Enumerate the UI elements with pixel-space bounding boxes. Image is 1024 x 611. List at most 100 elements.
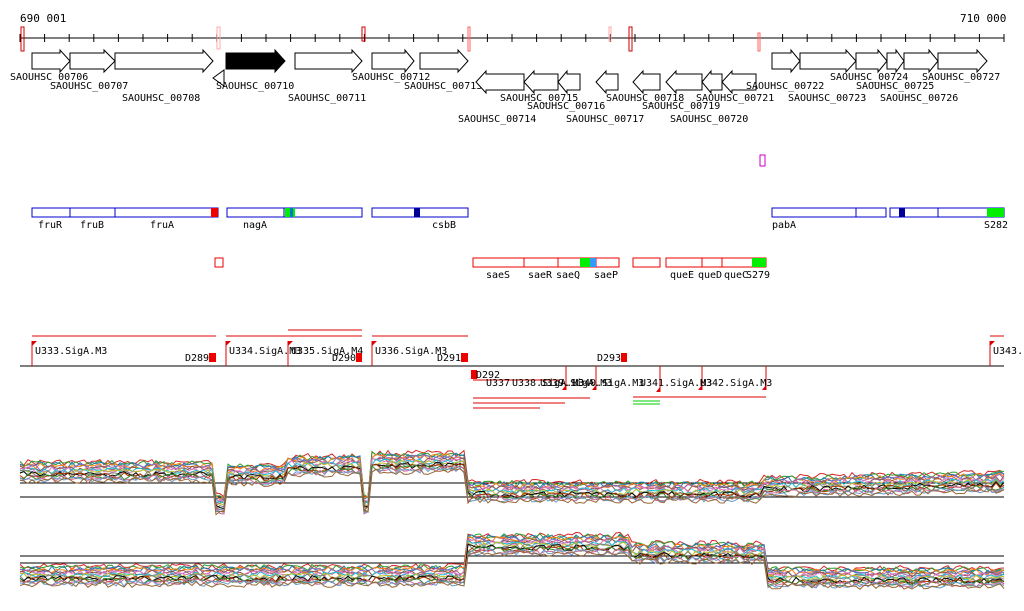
promoter-label-U339[interactable]: U339.SigA.M3 — [540, 378, 612, 389]
promoter-U343[interactable]: U343. — [989, 341, 1023, 366]
gene-arrow[interactable] — [937, 48, 988, 74]
gene-label: SAOUHSC_00722 — [746, 81, 824, 92]
operon-box[interactable] — [31, 207, 219, 218]
terminator-D289[interactable]: D289 — [185, 353, 216, 364]
gene-arrow[interactable] — [475, 69, 525, 95]
gene-arrow[interactable] — [595, 69, 619, 95]
plus-strand-spans — [32, 329, 1004, 337]
ruler-marker[interactable] — [628, 26, 633, 52]
gene-arrow[interactable] — [419, 48, 469, 74]
promoter-label-U340[interactable]: U340.SigA.M3 — [572, 378, 644, 389]
gene-arrow-selected[interactable] — [225, 48, 286, 74]
gene-arrow[interactable] — [523, 69, 559, 95]
ruler-end-label: 710 000 — [960, 12, 1006, 25]
operon-label-pabA: pabA — [772, 220, 796, 231]
promoter-label-U341[interactable]: U341.SigA.M3 — [640, 378, 712, 389]
operon-box[interactable] — [889, 207, 1005, 218]
gene-arrow[interactable] — [903, 48, 939, 74]
gene-00723[interactable]: SAOUHSC_00723 — [788, 48, 866, 104]
operon-S282[interactable]: S282 — [889, 207, 1008, 231]
operon-pab[interactable]: pabA — [771, 207, 887, 231]
expr-plus-trace — [19, 453, 1005, 501]
expr-plus-trace — [19, 452, 1005, 502]
gene-00711[interactable]: SAOUHSC_00711 — [288, 48, 366, 104]
operon-sae[interactable]: saeS saeR saeQ saeP — [472, 257, 620, 281]
expr-minus-trace — [19, 549, 1005, 590]
operon-nag[interactable]: nagA — [226, 207, 363, 231]
ruler-marker[interactable] — [20, 26, 25, 52]
gene-00716[interactable]: SAOUHSC_00716 — [527, 69, 605, 112]
gene-00709-reverse[interactable] — [212, 69, 225, 87]
operon-box[interactable] — [472, 257, 620, 268]
operon-small-box[interactable] — [632, 257, 661, 268]
gene-arrow[interactable] — [701, 69, 723, 95]
expr-minus-trace — [19, 540, 1005, 581]
gene-arrow[interactable] — [31, 48, 71, 74]
terminator-label: D293 — [597, 353, 621, 364]
gene-00715[interactable]: SAOUHSC_00715 — [500, 69, 578, 104]
gene-arrow[interactable] — [799, 48, 857, 74]
operon-box[interactable] — [771, 207, 887, 218]
operon-mark — [580, 258, 590, 267]
promoter-label-U337[interactable]: U337 — [486, 378, 510, 389]
operon-box[interactable] — [665, 257, 767, 268]
gene-arrow[interactable] — [721, 69, 757, 95]
gene-arrow[interactable] — [371, 48, 415, 74]
promoter-label-U342[interactable]: U342.SigA.M3 — [700, 378, 772, 389]
gene-00717[interactable]: SAOUHSC_00717 — [566, 69, 644, 125]
terminator-D292[interactable]: D292 — [471, 370, 500, 381]
gene-arrow[interactable] — [886, 48, 905, 74]
expr-plus-trace — [19, 465, 1005, 515]
operon-fru[interactable]: fruR fruB fruA — [31, 207, 219, 231]
gene-arrow[interactable] — [114, 48, 214, 74]
promoter-U334[interactable]: U334.SigA.M3 — [225, 341, 301, 366]
gene-00722[interactable]: SAOUHSC_00722 — [746, 48, 824, 92]
gene-arrow[interactable] — [855, 48, 888, 74]
gene-00713[interactable]: SAOUHSC_00713 — [404, 48, 482, 92]
promoter-U336[interactable]: U336.SigA.M3 — [371, 341, 447, 366]
gene-arrow[interactable] — [665, 69, 703, 95]
gene-label: SAOUHSC_00727 — [922, 72, 1000, 83]
gene-00720[interactable]: SAOUHSC_00720 — [670, 69, 748, 125]
gene-00727[interactable]: SAOUHSC_00727 — [922, 48, 1000, 83]
promoter-U333[interactable]: U333.SigA.M3 — [31, 341, 107, 366]
terminator-D293[interactable]: D293 — [597, 353, 627, 364]
gene-00714[interactable]: SAOUHSC_00714 — [458, 69, 536, 125]
gene-00725[interactable]: SAOUHSC_00725 — [856, 48, 934, 92]
gene-00710[interactable]: SAOUHSC_00710 — [216, 48, 294, 92]
gene-arrow[interactable] — [557, 69, 581, 95]
gene-00718[interactable]: SAOUHSC_00718 — [606, 69, 684, 104]
terminator-D291[interactable]: D291 — [437, 353, 468, 364]
gene-00724[interactable]: SAOUHSC_00724 — [830, 48, 908, 83]
gene-arrow[interactable] — [632, 69, 661, 95]
gene-label: SAOUHSC_00718 — [606, 93, 684, 104]
terminator-D290[interactable]: D290 — [332, 353, 362, 364]
gene-arrow[interactable] — [294, 48, 363, 74]
gene-label: SAOUHSC_00706 — [10, 72, 88, 83]
ruler-marker[interactable] — [361, 26, 366, 42]
gene-00721[interactable]: SAOUHSC_00721 — [696, 69, 774, 104]
gene-00719[interactable]: SAOUHSC_00719 — [642, 69, 720, 112]
gene-arrow[interactable] — [771, 48, 801, 74]
gene-arrow[interactable] — [69, 48, 116, 74]
expr-minus-trace — [19, 542, 1005, 583]
gene-00708[interactable]: SAOUHSC_00708 — [114, 48, 214, 104]
gene-00712[interactable]: SAOUHSC_00712 — [352, 48, 430, 83]
gene-00706[interactable]: SAOUHSC_00706 — [10, 48, 88, 83]
gene-arrow[interactable] — [212, 69, 225, 87]
ruler-marker[interactable] — [467, 26, 471, 52]
ruler-marker[interactable] — [757, 32, 761, 52]
ruler-marker[interactable] — [216, 26, 221, 50]
ruler-marker[interactable] — [608, 26, 612, 42]
operon-csb[interactable]: csbB — [371, 207, 469, 231]
operon-que[interactable]: queE queD queC S279 — [665, 257, 770, 281]
promoter-U335[interactable]: U335.SigA.M4 — [287, 341, 363, 366]
operon-small-box[interactable] — [214, 257, 224, 268]
magenta-marker[interactable] — [759, 154, 766, 167]
gene-00726[interactable]: SAOUHSC_00726 — [880, 48, 958, 104]
promoter-label-U338[interactable]: U338.SigA.M3 — [512, 378, 584, 389]
operon-mark — [899, 208, 905, 217]
gene-label: SAOUHSC_00720 — [670, 114, 748, 125]
gene-00707[interactable]: SAOUHSC_00707 — [50, 48, 128, 92]
expr-minus-trace — [19, 533, 1005, 574]
